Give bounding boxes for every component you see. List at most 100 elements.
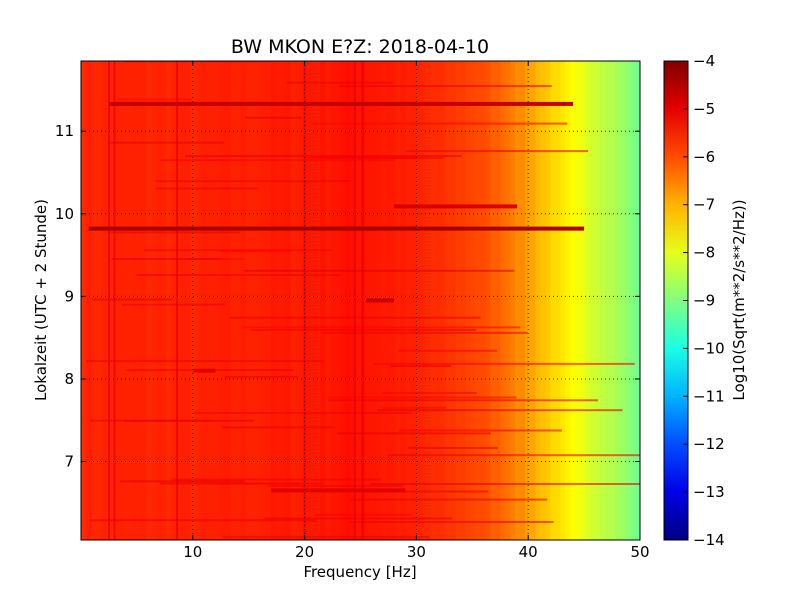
heatmap-column bbox=[495, 61, 501, 540]
heatmap-stripe bbox=[111, 258, 220, 260]
heatmap-column bbox=[81, 61, 87, 540]
heatmap-column bbox=[525, 61, 531, 540]
heatmap-column bbox=[470, 61, 476, 540]
y-tick-label: 8 bbox=[64, 370, 74, 388]
colorbar-tick-label: −9 bbox=[693, 292, 715, 310]
heatmap-column bbox=[545, 61, 551, 540]
heatmap-column bbox=[585, 61, 591, 540]
broadband-burst bbox=[109, 101, 573, 106]
heatmap-column bbox=[315, 61, 322, 540]
heatmap-column bbox=[175, 61, 182, 540]
heatmap-column bbox=[275, 61, 282, 540]
heatmap-stripe bbox=[160, 159, 396, 162]
broadband-burst bbox=[88, 226, 585, 231]
x-tick-label: 20 bbox=[295, 543, 314, 561]
heatmap-column bbox=[210, 61, 217, 540]
heatmap-stripe bbox=[286, 81, 393, 84]
heatmap-column bbox=[635, 61, 640, 540]
heatmap-column bbox=[605, 61, 611, 540]
heatmap-stripe bbox=[92, 298, 173, 301]
colorbar-tick-label: −10 bbox=[693, 339, 725, 357]
heatmap-stripe bbox=[268, 484, 403, 487]
heatmap-column bbox=[415, 61, 421, 540]
colorbar-tick-label: −14 bbox=[693, 531, 725, 549]
heatmap-stripe bbox=[136, 274, 341, 276]
heatmap-column bbox=[305, 61, 312, 540]
heatmap-column bbox=[195, 61, 202, 540]
colorbar-tick-label: −7 bbox=[693, 196, 715, 214]
heatmap-column bbox=[230, 61, 237, 540]
heatmap-column bbox=[290, 61, 297, 540]
heatmap-column bbox=[600, 61, 606, 540]
heatmap-column bbox=[500, 61, 506, 540]
heatmap-column bbox=[625, 61, 631, 540]
heatmap-column bbox=[220, 61, 227, 540]
heatmap-column bbox=[355, 61, 362, 540]
heatmap-column bbox=[480, 61, 486, 540]
heatmap-column bbox=[460, 61, 466, 540]
heatmap-column bbox=[205, 61, 212, 540]
heatmap-stripe bbox=[407, 446, 498, 449]
heatmap-stripe bbox=[339, 85, 552, 88]
heatmap-column bbox=[590, 61, 596, 540]
heatmap-column bbox=[630, 61, 636, 540]
heatmap-stripe bbox=[107, 141, 225, 144]
narrowband-line bbox=[176, 61, 179, 540]
heatmap-column bbox=[85, 61, 92, 540]
heatmap-column bbox=[270, 61, 277, 540]
x-axis: 10 20 30 40 50 bbox=[183, 61, 650, 561]
heatmap-column bbox=[350, 61, 357, 540]
colorbar-tick-label: −13 bbox=[693, 483, 725, 501]
heatmap-stripe bbox=[143, 249, 332, 252]
heatmap-column bbox=[280, 61, 287, 540]
heatmap-column bbox=[425, 61, 431, 540]
colorbar-tick-label: −5 bbox=[693, 100, 715, 118]
heatmap-column bbox=[250, 61, 257, 540]
y-axis: 7 8 9 10 11 bbox=[55, 122, 640, 471]
broadband-burst bbox=[366, 298, 394, 303]
heatmap-column bbox=[420, 61, 426, 540]
heatmap-column bbox=[440, 61, 446, 540]
heatmap-stripe bbox=[86, 360, 324, 363]
heatmap-column bbox=[240, 61, 247, 540]
heatmap-column bbox=[520, 61, 526, 540]
heatmap-column bbox=[430, 61, 436, 540]
heatmap-column bbox=[265, 61, 272, 540]
heatmap-column bbox=[475, 61, 481, 540]
heatmap-column bbox=[490, 61, 496, 540]
heatmap-column bbox=[445, 61, 451, 540]
heatmap-column bbox=[180, 61, 187, 540]
x-tick-label: 50 bbox=[630, 543, 649, 561]
heatmap-column bbox=[405, 61, 412, 540]
heatmap-column bbox=[510, 61, 516, 540]
heatmap-column bbox=[235, 61, 242, 540]
heatmap-column bbox=[435, 61, 441, 540]
broadband-burst bbox=[192, 368, 216, 373]
heatmap-stripe bbox=[89, 519, 316, 522]
heatmap-stripe bbox=[398, 349, 497, 352]
heatmap-column bbox=[615, 61, 621, 540]
heatmap-column bbox=[505, 61, 511, 540]
heatmap-stripe bbox=[214, 482, 323, 485]
heatmap-stripe bbox=[373, 362, 635, 365]
heatmap-stripe bbox=[388, 454, 640, 457]
heatmap-column bbox=[450, 61, 456, 540]
heatmap-stripe bbox=[349, 521, 554, 523]
chart-title: BW MKON E?Z: 2018-04-10 bbox=[231, 36, 489, 58]
heatmap-stripe bbox=[377, 409, 623, 412]
broadband-burst bbox=[271, 488, 406, 493]
heatmap-stripe bbox=[369, 483, 640, 485]
heatmap-column bbox=[320, 61, 327, 540]
heatmap-column bbox=[285, 61, 292, 540]
heatmap-stripe bbox=[122, 303, 225, 306]
heatmap-stripe bbox=[328, 399, 599, 402]
heatmap-stripe bbox=[155, 187, 259, 190]
heatmap-stripe bbox=[185, 155, 462, 158]
heatmap-stripe bbox=[390, 365, 451, 368]
heatmap-stripe bbox=[107, 231, 241, 234]
heatmap-column bbox=[550, 61, 556, 540]
heatmap-column bbox=[225, 61, 232, 540]
heatmap-column bbox=[565, 61, 571, 540]
heatmap-column bbox=[540, 61, 546, 540]
